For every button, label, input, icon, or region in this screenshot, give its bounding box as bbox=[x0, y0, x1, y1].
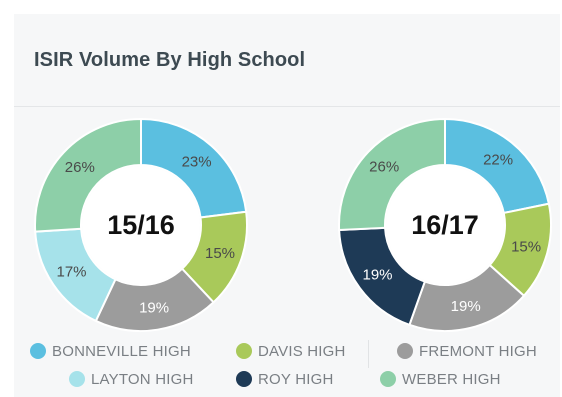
slice-label-roy-high: 19% bbox=[362, 267, 392, 284]
slice-label-fremont-high: 19% bbox=[451, 298, 481, 315]
donut-slice-weber-high[interactable] bbox=[338, 117, 446, 231]
slice-label-weber-high: 26% bbox=[65, 159, 95, 176]
slice-label-davis-high: 15% bbox=[205, 245, 235, 262]
donut-chart-15-16: 23% 15% 19% 17% 26% 15/16 bbox=[34, 117, 248, 332]
slice-label-fremont-high: 19% bbox=[139, 300, 169, 317]
slice-label-weber-high: 26% bbox=[369, 159, 399, 176]
donut-chart-16-17: 22% 15% 19% 19% 26% 16/17 bbox=[338, 117, 552, 332]
donut-hole bbox=[386, 166, 504, 284]
card-title: ISIR Volume By High School bbox=[34, 49, 306, 71]
card-header: ISIR Volume By High School bbox=[14, 14, 560, 107]
slice-label-layton-high: 17% bbox=[56, 264, 86, 281]
slice-label-bonneville-high: 23% bbox=[182, 154, 212, 171]
slice-label-davis-high: 15% bbox=[511, 239, 541, 256]
center-label: 16/17 bbox=[411, 210, 479, 240]
donut-slice-weber-high[interactable] bbox=[34, 117, 142, 233]
donut-hole bbox=[82, 166, 200, 284]
slice-label-bonneville-high: 22% bbox=[483, 151, 513, 168]
center-label: 15/16 bbox=[107, 210, 175, 240]
